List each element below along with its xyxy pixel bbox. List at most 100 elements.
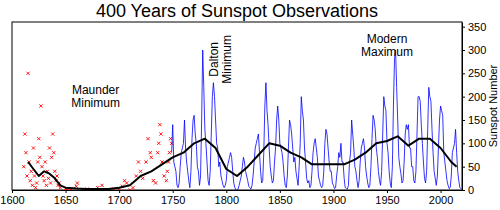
scatter-point bbox=[37, 137, 40, 140]
scatter-point bbox=[139, 170, 142, 173]
scatter-point bbox=[29, 179, 32, 182]
scatter-point bbox=[75, 185, 78, 188]
y-tick-label: 100 bbox=[468, 137, 486, 149]
scatter-point bbox=[146, 137, 149, 140]
x-tick-label: 1850 bbox=[268, 194, 292, 206]
y-tick-mark bbox=[462, 167, 465, 168]
x-tick-mark bbox=[12, 190, 13, 193]
x-tick: 1850 bbox=[268, 190, 292, 206]
scatter-point bbox=[44, 160, 47, 163]
scatter-point bbox=[38, 156, 41, 159]
x-tick: 1600 bbox=[0, 190, 24, 206]
scatter-point bbox=[47, 177, 50, 180]
line-series bbox=[28, 136, 457, 189]
scatter-point bbox=[24, 151, 27, 154]
x-tick-label: 1800 bbox=[215, 194, 239, 206]
x-tick-mark bbox=[387, 190, 388, 193]
chart: 1600165017001750180018501900195020000501… bbox=[0, 0, 500, 210]
scatter-point bbox=[168, 151, 171, 154]
annotation: DaltonMinimum bbox=[207, 35, 234, 84]
scatter-point bbox=[76, 181, 79, 184]
x-tick-mark bbox=[226, 190, 227, 193]
scatter-point bbox=[144, 160, 147, 163]
y-tick-mark bbox=[462, 27, 465, 28]
annotation-text: DaltonMinimum bbox=[207, 35, 234, 84]
scatter-point bbox=[30, 170, 33, 173]
scatter-point bbox=[48, 146, 51, 149]
scatter-point bbox=[33, 174, 36, 177]
y-tick-mark bbox=[462, 50, 465, 51]
scatter-point bbox=[128, 188, 131, 190]
annotation-line: Dalton bbox=[207, 42, 221, 77]
x-tick-label: 1600 bbox=[0, 194, 24, 206]
scatter-point bbox=[31, 184, 34, 187]
x-tick: 2000 bbox=[429, 190, 453, 206]
scatter-point bbox=[51, 132, 54, 135]
scatter-point bbox=[156, 151, 159, 154]
x-tick: 1800 bbox=[215, 190, 239, 206]
annotation-text: ModernMaximum bbox=[361, 32, 413, 59]
scatter-point bbox=[137, 160, 140, 163]
scatter-point bbox=[41, 174, 44, 177]
x-tick: 1900 bbox=[322, 190, 346, 206]
scatter-point bbox=[23, 132, 26, 135]
x-tick-label: 1700 bbox=[107, 194, 131, 206]
scatter-point bbox=[141, 177, 144, 180]
scatter-point bbox=[40, 165, 43, 168]
x-axis: 160016501700175018001850190019502000 bbox=[0, 190, 462, 206]
y-axis: 050100150200250300350 bbox=[462, 21, 486, 196]
scatter-point bbox=[131, 186, 134, 189]
annotation-line: Minimum bbox=[71, 96, 120, 110]
y-tick: 300 bbox=[462, 44, 486, 56]
plot-frame bbox=[12, 22, 462, 190]
scatter-point bbox=[149, 151, 152, 154]
y-axis-title: Sunspot Number bbox=[487, 64, 499, 147]
scatter-point bbox=[43, 179, 46, 182]
scatter-point bbox=[158, 123, 161, 126]
y-tick: 150 bbox=[462, 114, 486, 126]
scatter-point bbox=[166, 170, 169, 173]
annotation: MaunderMinimum bbox=[71, 83, 120, 110]
y-tick: 0 bbox=[462, 184, 474, 196]
scatter-point bbox=[22, 165, 25, 168]
x-axis-line bbox=[13, 190, 463, 191]
y-axis-line bbox=[462, 23, 463, 191]
scatter-point bbox=[150, 156, 153, 159]
scatter-point bbox=[55, 174, 58, 177]
y-tick: 200 bbox=[462, 91, 486, 103]
y-tick-mark bbox=[462, 143, 465, 144]
y-tick-label: 150 bbox=[468, 114, 486, 126]
x-tick-label: 2000 bbox=[429, 194, 453, 206]
y-tick-label: 350 bbox=[468, 21, 486, 33]
annotation-line: Maunder bbox=[72, 83, 119, 97]
y-tick-label: 250 bbox=[468, 67, 486, 79]
scatter-point bbox=[100, 184, 103, 187]
scatter-point bbox=[36, 160, 39, 163]
y-tick-mark bbox=[462, 120, 465, 121]
scatter-point bbox=[125, 181, 128, 184]
scatter-point bbox=[32, 146, 35, 149]
chart-title: 400 Years of Sunspot Observations bbox=[96, 1, 378, 21]
x-tick-mark bbox=[280, 190, 281, 193]
y-tick-label: 0 bbox=[468, 184, 474, 196]
x-tick-label: 1950 bbox=[375, 194, 399, 206]
scatter-point bbox=[169, 137, 172, 140]
x-tick: 1700 bbox=[107, 190, 131, 206]
scatter-point bbox=[135, 174, 138, 177]
x-tick-mark bbox=[66, 190, 67, 193]
annotation-line: Maximum bbox=[361, 45, 413, 59]
x-tick-mark bbox=[119, 190, 120, 193]
x-tick-mark bbox=[441, 190, 442, 193]
scatter-point bbox=[50, 156, 53, 159]
scatter-point bbox=[49, 181, 52, 184]
scatter-point bbox=[163, 174, 166, 177]
y-tick-label: 200 bbox=[468, 91, 486, 103]
y-tick: 100 bbox=[462, 137, 486, 149]
scatter-point bbox=[53, 170, 56, 173]
annotation-line: Minimum bbox=[220, 35, 234, 84]
y-tick: 250 bbox=[462, 67, 486, 79]
scatter-point bbox=[159, 132, 162, 135]
x-tick: 1650 bbox=[54, 190, 78, 206]
scatter-point bbox=[157, 142, 160, 145]
scatter-point bbox=[25, 174, 28, 177]
